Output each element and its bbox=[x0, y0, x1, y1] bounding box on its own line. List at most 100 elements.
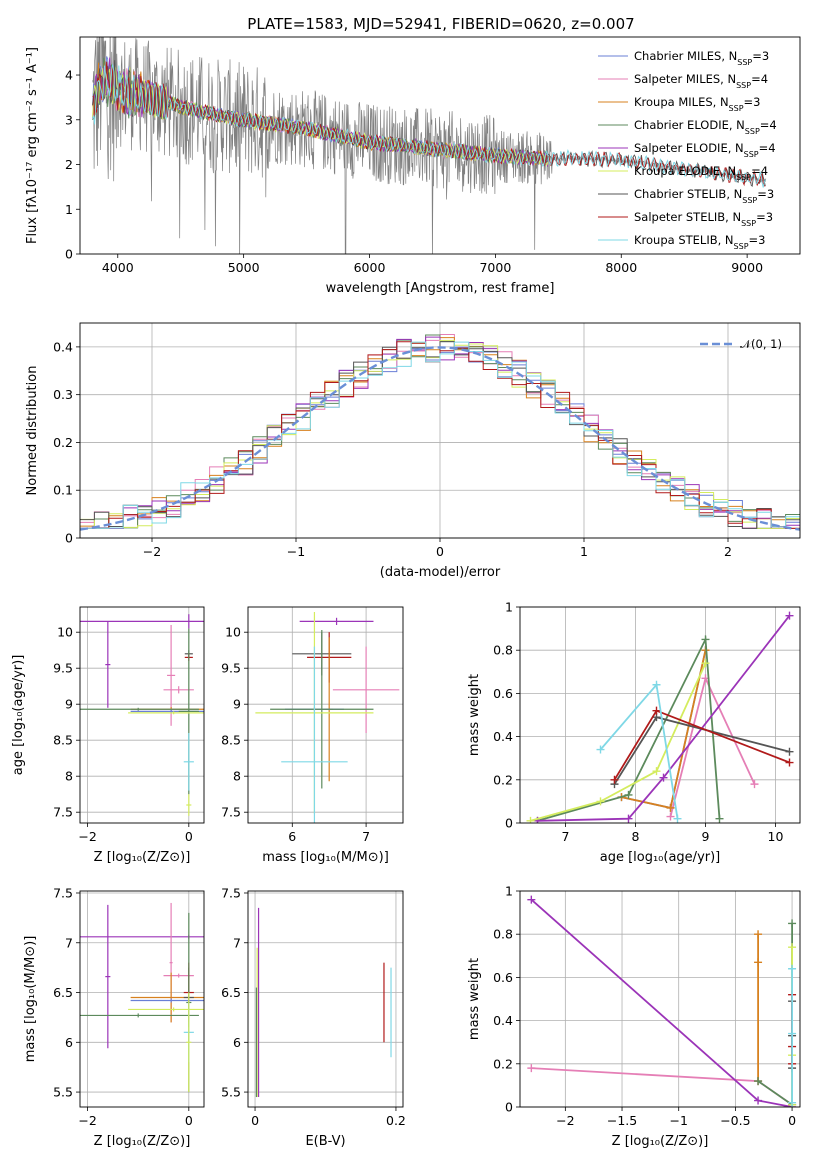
legend-label: Salpeter STELIB, NSSP=3 bbox=[634, 210, 773, 228]
spectrum-plot-area bbox=[92, 37, 767, 254]
x-tick-label: 8 bbox=[632, 829, 640, 844]
model-spectrum-line bbox=[92, 60, 766, 187]
y-tick-label: 0.2 bbox=[53, 435, 73, 450]
age_vs_mass-plot-area bbox=[255, 612, 400, 823]
y-tick-label: 4 bbox=[65, 68, 73, 83]
y-axis-label: age [log₁₀(age/yr)] bbox=[11, 655, 26, 776]
x-axis-label: Z [log₁₀(Z/Z⊙)] bbox=[94, 850, 191, 865]
series-marker bbox=[701, 659, 710, 668]
series-marker bbox=[652, 706, 661, 715]
series-marker bbox=[666, 812, 675, 821]
y-axis-label: mass weight bbox=[467, 958, 482, 1040]
chart-mass_vs_Z: −2 0 5.5 6 6.5 7 7.5 Z [log₁₀(Z/Z⊙)] mass [log₁₀… bbox=[23, 885, 205, 1149]
axes-frame bbox=[519, 606, 801, 824]
chart-mass_vs_ebv: 0 0.2 5.5 6 6.5 7 7.5 E(B-V) bbox=[221, 885, 406, 1149]
axes-frame bbox=[247, 606, 404, 824]
x-tick-label: 7 bbox=[362, 829, 370, 844]
y-tick-label: 1 bbox=[65, 202, 73, 217]
chart-age_vs_Z: −2 0 7.5 8 8.5 9 9.5 10 Z [log₁₀(Z/Z⊙)] age [log₁… bbox=[11, 606, 205, 865]
histogram-step-line bbox=[80, 341, 800, 529]
series-line bbox=[757, 923, 793, 1107]
y-tick-label: 0 bbox=[505, 1100, 513, 1115]
series-line bbox=[530, 662, 707, 822]
x-tick-label: 5000 bbox=[228, 260, 260, 275]
series-line bbox=[537, 636, 721, 822]
y-tick-label: 5.5 bbox=[221, 1085, 241, 1100]
x-tick-label: 6000 bbox=[354, 260, 386, 275]
series-marker bbox=[754, 1096, 763, 1105]
series-marker bbox=[785, 611, 794, 620]
x-tick-label: 9 bbox=[702, 829, 710, 844]
series-marker bbox=[527, 895, 536, 904]
y-tick-label: 7 bbox=[233, 935, 241, 950]
y-tick-label: 7.5 bbox=[53, 885, 73, 900]
legend-label: Salpeter MILES, NSSP=4 bbox=[634, 72, 768, 90]
series-line bbox=[531, 1067, 793, 1106]
x-tick-label: 0.2 bbox=[386, 1113, 406, 1128]
y-tick-label: 2 bbox=[65, 157, 73, 172]
y-tick-label: 3 bbox=[65, 112, 73, 127]
y-axis-label: Flux [fλ10⁻¹⁷ erg cm⁻² s⁻¹ A⁻¹] bbox=[25, 47, 40, 244]
mass_vs_Z-plot-area bbox=[80, 902, 204, 1093]
age_vs_Z-plot-area bbox=[80, 614, 204, 816]
x-tick-label: 9000 bbox=[731, 260, 763, 275]
y-tick-label: 0 bbox=[505, 816, 513, 831]
weight_vs_age-plot-area bbox=[526, 611, 794, 823]
x-tick-label: 1 bbox=[580, 544, 588, 559]
x-axis-label: Z [log₁₀(Z/Z⊙)] bbox=[94, 1134, 191, 1149]
axes-frame bbox=[79, 606, 205, 824]
y-tick-label: 0.4 bbox=[53, 339, 73, 354]
gaussian-reference-line bbox=[80, 346, 800, 531]
axes-frame bbox=[519, 890, 801, 1108]
figure-title: PLATE=1583, MJD=52941, FIBERID=0620, z=0… bbox=[247, 15, 634, 33]
x-tick-label: −1 bbox=[287, 544, 305, 559]
chart-weight_vs_age: 7 8 9 10 0 0.2 0.4 0.6 0.8 1 age [log₁₀(age/yr)] ma… bbox=[467, 600, 801, 865]
x-axis-label: mass [log₁₀(M/M⊙)] bbox=[262, 850, 389, 865]
legend-label: 𝒩(0, 1) bbox=[740, 337, 782, 351]
y-tick-label: 0.6 bbox=[493, 970, 513, 985]
series-marker bbox=[754, 958, 763, 967]
series-marker bbox=[596, 745, 605, 754]
series-marker bbox=[666, 803, 675, 812]
histogram-step-line bbox=[80, 339, 800, 529]
y-tick-label: 0.4 bbox=[493, 729, 513, 744]
y-tick-label: 0.8 bbox=[493, 643, 513, 658]
y-tick-label: 10 bbox=[225, 625, 241, 640]
series-marker bbox=[624, 790, 633, 799]
chart-weight_vs_Z: −2 −1.5 −1 −0.5 0 0 0.2 0.4 0.6 0.8 1 Z [log₁₀(Z/Z⊙… bbox=[467, 884, 801, 1149]
series-marker bbox=[754, 1077, 763, 1086]
series-marker bbox=[788, 964, 797, 973]
series-marker bbox=[750, 780, 759, 789]
axes-frame bbox=[79, 322, 801, 539]
axes-frame bbox=[79, 890, 205, 1108]
plots-layer: 4000 5000 6000 7000 8000 900001234wavelength … bbox=[11, 36, 801, 1149]
series-marker bbox=[652, 680, 661, 689]
chart-spectrum: 4000 5000 6000 7000 8000 9000 0 1 2 3 4 wavelength … bbox=[25, 36, 801, 296]
y-tick-label: 1 bbox=[505, 884, 513, 899]
x-tick-label: −1.5 bbox=[607, 1113, 637, 1128]
y-tick-label: 0 bbox=[65, 531, 73, 546]
legend: Chabrier MILES, NSSP=3 Salpeter MILES, NS… bbox=[598, 49, 777, 251]
y-tick-label: 8 bbox=[233, 769, 241, 784]
y-axis-label: Normed distribution bbox=[25, 366, 40, 496]
y-tick-label: 9.5 bbox=[221, 661, 241, 676]
x-tick-label: −2 bbox=[556, 1113, 574, 1128]
x-tick-label: 0 bbox=[788, 1113, 796, 1128]
y-tick-label: 0.8 bbox=[493, 927, 513, 942]
series-marker bbox=[788, 1098, 797, 1107]
y-tick-label: 0.2 bbox=[493, 1056, 513, 1071]
series-marker bbox=[701, 635, 710, 644]
residuals-plot-area bbox=[80, 334, 800, 531]
legend-label: Chabrier STELIB, NSSP=3 bbox=[634, 187, 774, 205]
x-tick-label: 0 bbox=[185, 829, 193, 844]
y-tick-label: 9 bbox=[65, 697, 73, 712]
series-marker bbox=[673, 814, 682, 823]
y-tick-label: 8.5 bbox=[221, 733, 241, 748]
y-tick-label: 10 bbox=[57, 625, 73, 640]
x-tick-label: 7 bbox=[562, 829, 570, 844]
series-marker bbox=[788, 943, 797, 952]
series-marker bbox=[785, 758, 794, 767]
series-marker bbox=[596, 797, 605, 806]
y-tick-label: 6 bbox=[65, 1035, 73, 1050]
series-marker bbox=[785, 747, 794, 756]
